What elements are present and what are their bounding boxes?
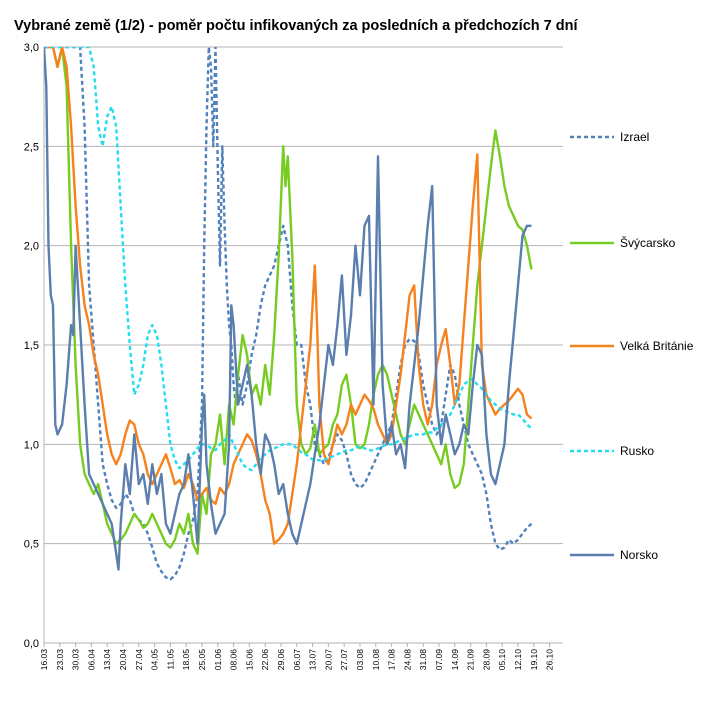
x-tick-label: 05.10: [497, 649, 507, 671]
legend-label: Izrael: [620, 130, 649, 144]
x-tick-label: 16.03: [39, 649, 49, 671]
x-tick-label: 01.06: [213, 649, 223, 671]
x-tick-label: 26.10: [545, 649, 555, 671]
x-tick-label: 03.08: [355, 649, 365, 671]
series-lines: [44, 47, 533, 581]
x-tick-label: 13.04: [102, 649, 112, 671]
x-tick-label: 17.08: [387, 649, 397, 671]
x-tick-label: 13.07: [308, 649, 318, 671]
x-tick-label: 14.09: [450, 649, 460, 671]
x-tick-label: 07.09: [434, 649, 444, 671]
legend: Izrael Švýcarsko Velká Británie Rusko Norsko: [570, 130, 694, 562]
x-tick-label: 12.10: [513, 649, 523, 671]
x-tick-label: 11.05: [165, 649, 175, 670]
legend-label: Norsko: [620, 548, 658, 562]
y-tick-label: 1,5: [24, 340, 39, 352]
x-tick-label: 27.04: [134, 649, 144, 671]
x-tick-label: 04.05: [150, 649, 160, 671]
x-tick-label: 10.08: [371, 649, 381, 671]
series-line-4: [44, 47, 533, 472]
x-tick-label: 20.04: [118, 649, 128, 671]
y-tick-label: 2,0: [24, 241, 39, 253]
x-tick-label: 21.09: [466, 649, 476, 671]
x-tick-label: 20.07: [323, 649, 333, 671]
legend-label: Rusko: [620, 444, 654, 458]
x-tick-label: 23.03: [55, 649, 65, 671]
y-tick-label: 1,0: [24, 439, 39, 451]
gridlines: [43, 46, 563, 644]
x-tick-label: 19.10: [529, 649, 539, 671]
series-line-2: [44, 47, 533, 555]
x-axis-ticks: 16.03 23.03 30.03 06.04 13.04 20.04 27.04 04.05…: [39, 643, 555, 670]
y-axis-ticks: 0,0 0,5 1,0 1,5 2,0 2,5 3,0: [24, 42, 39, 650]
y-tick-label: 0,0: [24, 638, 39, 650]
y-tick-label: 3,0: [24, 42, 39, 54]
x-tick-label: 08.06: [229, 649, 239, 671]
x-tick-label: 24.08: [402, 649, 412, 671]
chart-title: Vybrané země (1/2) - poměr počtu infikov…: [14, 18, 578, 34]
x-tick-label: 31.08: [418, 649, 428, 671]
x-tick-label: 18.05: [181, 649, 191, 671]
x-tick-label: 06.07: [292, 649, 302, 671]
x-tick-label: 25.05: [197, 649, 207, 671]
x-tick-label: 06.04: [86, 649, 96, 671]
x-tick-label: 29.06: [276, 649, 286, 671]
x-tick-label: 30.03: [71, 649, 81, 671]
series-line-3: [44, 47, 533, 545]
legend-label: Švýcarsko: [620, 235, 676, 250]
y-tick-label: 0,5: [24, 539, 39, 551]
x-tick-label: 27.07: [339, 649, 349, 671]
x-tick-label: 28.09: [481, 649, 491, 671]
x-tick-label: 22.06: [260, 649, 270, 671]
series-line-5: [44, 47, 532, 571]
x-tick-label: 15.06: [244, 649, 254, 671]
y-tick-label: 2,5: [24, 141, 39, 153]
legend-label: Velká Británie: [620, 339, 694, 353]
